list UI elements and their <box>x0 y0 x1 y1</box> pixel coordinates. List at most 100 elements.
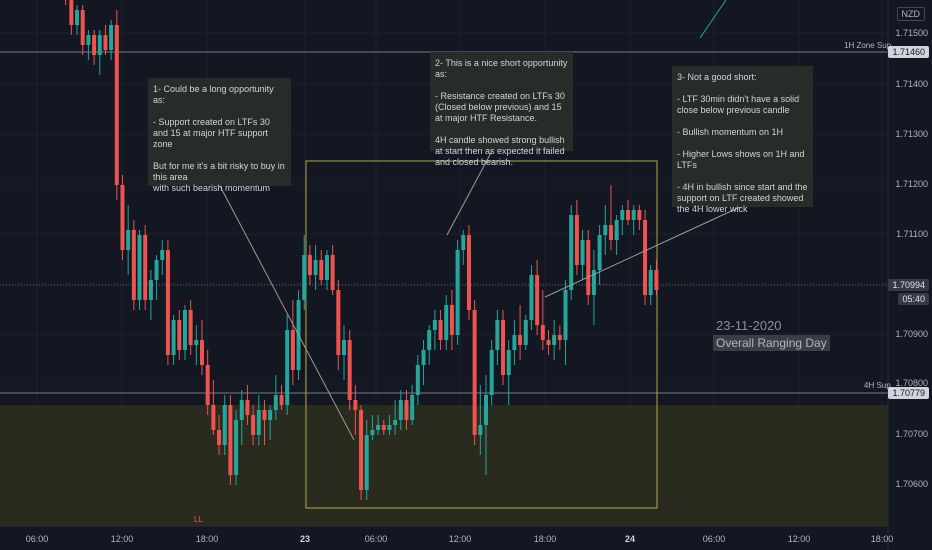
candles <box>65 0 659 500</box>
candle-body <box>523 320 528 345</box>
x-tick-3: 18:00 <box>195 534 219 544</box>
candle-body <box>188 310 193 345</box>
candle-body <box>165 250 170 355</box>
candle-body <box>535 275 540 325</box>
candle-body <box>347 340 352 400</box>
candle-body <box>154 260 159 280</box>
candle-body <box>626 210 630 220</box>
candle-body <box>200 340 204 365</box>
candle-body <box>637 210 642 220</box>
candle-body <box>353 400 358 410</box>
candle-body <box>234 420 239 475</box>
candle-body <box>109 25 114 50</box>
candle-body <box>222 405 227 445</box>
candle-body <box>290 330 295 370</box>
candle-body <box>324 255 329 280</box>
candle-body <box>69 0 74 25</box>
candle-body <box>620 210 625 220</box>
candle-body <box>194 340 199 345</box>
candle-body <box>205 365 210 405</box>
countdown-badge: 05:40 <box>898 293 929 305</box>
y-tick-2: 1.71400 <box>895 79 928 89</box>
candle-body <box>273 395 278 410</box>
h4-support-zone <box>0 405 888 526</box>
candle-body <box>364 435 369 490</box>
y-tick-9: 1.70700 <box>895 429 928 439</box>
candle-body <box>398 400 403 420</box>
candle-body <box>92 35 97 55</box>
candle-body <box>285 330 290 405</box>
candle-body <box>376 425 381 430</box>
x-tick-4: 23 <box>299 534 311 544</box>
candle-body <box>444 305 449 340</box>
x-tick-11: 18:00 <box>870 534 894 544</box>
candle-body <box>557 335 562 340</box>
current-price-badge: 1.70994 <box>888 279 929 291</box>
candle-body <box>472 310 477 435</box>
candle-body <box>307 255 312 275</box>
candle-body <box>114 25 119 185</box>
range-box <box>305 160 658 509</box>
candle-body <box>432 320 437 330</box>
candle-body <box>449 305 454 335</box>
currency-badge[interactable]: NZD <box>896 7 925 21</box>
candle-body <box>466 235 471 310</box>
candle-body <box>160 250 165 260</box>
candle-body <box>648 270 653 295</box>
candle-body <box>143 235 148 300</box>
candle-body <box>410 395 415 420</box>
candle-body <box>75 10 80 25</box>
candle-body <box>455 250 460 335</box>
candle-body <box>654 270 659 290</box>
candle-body <box>552 335 557 345</box>
candle-body <box>239 400 244 420</box>
candle-body <box>262 410 267 420</box>
y-tick-10: 1.70600 <box>895 479 928 489</box>
candle-body <box>120 185 125 250</box>
candle-body <box>126 230 131 250</box>
candle-body <box>506 350 511 375</box>
candle-body <box>489 350 494 395</box>
h1-zone-price-badge: 1.71460 <box>888 46 929 58</box>
y-tick-4: 1.71200 <box>895 179 928 189</box>
candle-body <box>643 220 648 295</box>
candle-body <box>501 320 506 375</box>
candle-body <box>603 225 608 235</box>
note-1: 1- Could be a long opportunity as: - Sup… <box>148 78 291 193</box>
candle-body <box>421 350 426 365</box>
candle-body <box>461 235 466 250</box>
candle-body <box>427 330 432 350</box>
trend-line <box>699 0 727 39</box>
h4-support-price-badge: 1.70779 <box>888 387 929 399</box>
y-tick-5: 1.71100 <box>896 229 928 239</box>
candle-body <box>381 425 386 430</box>
y-tick-8: 1.70800 <box>895 378 928 388</box>
candle-body <box>171 320 176 355</box>
candle-body <box>404 400 409 420</box>
candle-body <box>217 430 222 445</box>
candle-body <box>97 35 102 55</box>
candle-body <box>574 215 579 265</box>
candle-body <box>319 260 324 280</box>
candle-body <box>313 260 318 275</box>
note-2: 2- This is a nice short opportunity as: … <box>430 52 573 167</box>
candle-body <box>336 290 341 355</box>
y-tick-7: 1.70900 <box>895 329 928 339</box>
candle-body <box>580 240 585 265</box>
candle-body <box>268 410 273 420</box>
candle-body <box>86 35 91 45</box>
candle-body <box>228 405 233 475</box>
candle-body <box>182 310 187 350</box>
candle-body <box>591 270 596 295</box>
candle-body <box>518 335 523 345</box>
ll-label: LL <box>194 515 203 524</box>
candle-body <box>148 280 153 300</box>
candle-body <box>177 320 182 350</box>
x-tick-8: 24 <box>624 534 636 544</box>
y-tick-3: 1.71300 <box>895 129 928 139</box>
candle-body <box>279 395 284 405</box>
y-tick-1: 1.71500 <box>895 28 928 38</box>
candle-body <box>563 290 568 340</box>
h4-support-label: 4H Sup <box>864 381 891 390</box>
